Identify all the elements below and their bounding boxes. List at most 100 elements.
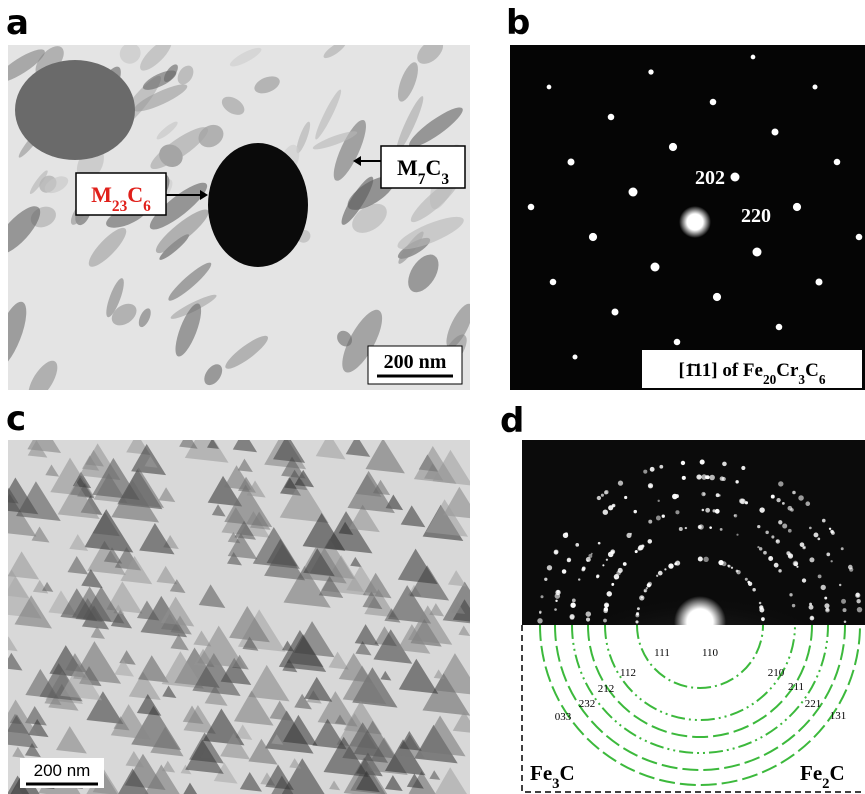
ring-spot — [728, 565, 731, 568]
scale-label: 200 nm — [384, 351, 447, 373]
ring-spot — [575, 543, 579, 547]
ring-spot — [604, 602, 609, 607]
ring-spot — [748, 582, 752, 586]
ring-spot — [603, 509, 608, 514]
ring-spot — [557, 590, 560, 593]
panel-letter: a — [6, 3, 29, 43]
ring-spot — [562, 569, 567, 574]
ring-spot — [793, 561, 799, 567]
spot — [648, 69, 653, 74]
ring-spot — [555, 593, 560, 598]
ring-spot — [563, 533, 568, 538]
subscript: 2 — [822, 776, 829, 792]
ring-spot — [731, 567, 733, 569]
ring-spot — [830, 560, 832, 562]
ring-spot — [682, 476, 686, 480]
ring-spot — [658, 571, 663, 576]
ring-spot — [776, 498, 780, 502]
ring-spot — [792, 604, 795, 607]
ring-spot — [659, 465, 663, 469]
ring-spot — [603, 609, 608, 614]
ring-spot — [675, 494, 679, 498]
ring-spot — [790, 508, 794, 512]
ring-label: 210 — [768, 667, 785, 679]
spot — [856, 234, 863, 241]
ring-spot — [582, 566, 586, 570]
ring-spot — [656, 516, 661, 521]
ring-spot — [778, 569, 781, 572]
text: Fe — [800, 761, 822, 785]
ring-spot — [741, 466, 745, 470]
spot — [573, 355, 578, 360]
ring-spot — [586, 557, 591, 562]
ring-spot — [578, 578, 580, 580]
spot — [674, 339, 681, 346]
ring-spot — [656, 575, 658, 577]
ring-spot — [697, 475, 701, 479]
ring-spot — [611, 583, 614, 586]
subscript: 6 — [819, 372, 826, 387]
ring-spot — [814, 533, 819, 538]
ring-spot — [796, 566, 798, 568]
ring-spot — [591, 553, 593, 555]
spot — [713, 293, 721, 301]
spot — [816, 279, 823, 286]
ring-spot — [825, 608, 830, 613]
ring-spot — [662, 515, 665, 518]
ring-label: 110 — [702, 647, 719, 659]
ring-spot — [605, 490, 609, 494]
ring-spot — [778, 520, 782, 524]
ring-spot — [720, 528, 723, 531]
ring-label: 111 — [654, 647, 670, 659]
subscript: 6 — [143, 198, 151, 215]
spot — [813, 85, 818, 90]
ring-spot — [817, 538, 820, 541]
ring-spot — [824, 603, 829, 608]
ring-label: 211 — [788, 681, 804, 693]
ring-spot — [648, 520, 652, 524]
spot — [731, 173, 740, 182]
spot — [710, 99, 717, 106]
ring-spot — [760, 607, 762, 609]
ring-spot — [805, 501, 810, 506]
ring-label: 232 — [579, 698, 596, 710]
ring-spot — [572, 598, 576, 602]
ring-spot — [702, 509, 705, 512]
ring-spot — [698, 556, 703, 561]
ring-spot — [658, 500, 660, 502]
ring-spot — [722, 462, 727, 467]
ring-spot — [829, 528, 831, 530]
ring-spot — [810, 616, 815, 621]
particle — [208, 143, 308, 267]
ring-spot — [643, 470, 647, 474]
ring-spot — [824, 597, 827, 600]
ring-spot — [841, 599, 846, 604]
spot — [612, 309, 619, 316]
particle — [15, 60, 135, 160]
ring-spot — [776, 539, 780, 543]
ring-spot — [716, 493, 720, 497]
spot — [834, 159, 841, 166]
ring-label: 212 — [598, 683, 615, 695]
text: C — [805, 360, 819, 381]
ring-spot — [735, 480, 738, 483]
spot — [753, 248, 762, 257]
ring-spot — [701, 492, 705, 496]
spot — [776, 324, 783, 331]
ring-spot — [646, 587, 648, 589]
ring-spot — [818, 574, 822, 578]
ring-label: 131 — [830, 710, 847, 722]
ring-spot — [844, 620, 847, 623]
ring-spot — [831, 531, 835, 535]
ring-spot — [596, 574, 599, 577]
ring-spot — [771, 535, 774, 538]
text: Fe — [530, 761, 552, 785]
ring-spot — [597, 496, 601, 500]
ring-spot — [839, 584, 841, 586]
ring-spot — [647, 582, 652, 587]
ring-spot — [644, 590, 646, 592]
spot — [772, 129, 779, 136]
text: C — [127, 182, 143, 207]
ring-spot — [623, 562, 627, 566]
ring-spot — [570, 614, 575, 619]
